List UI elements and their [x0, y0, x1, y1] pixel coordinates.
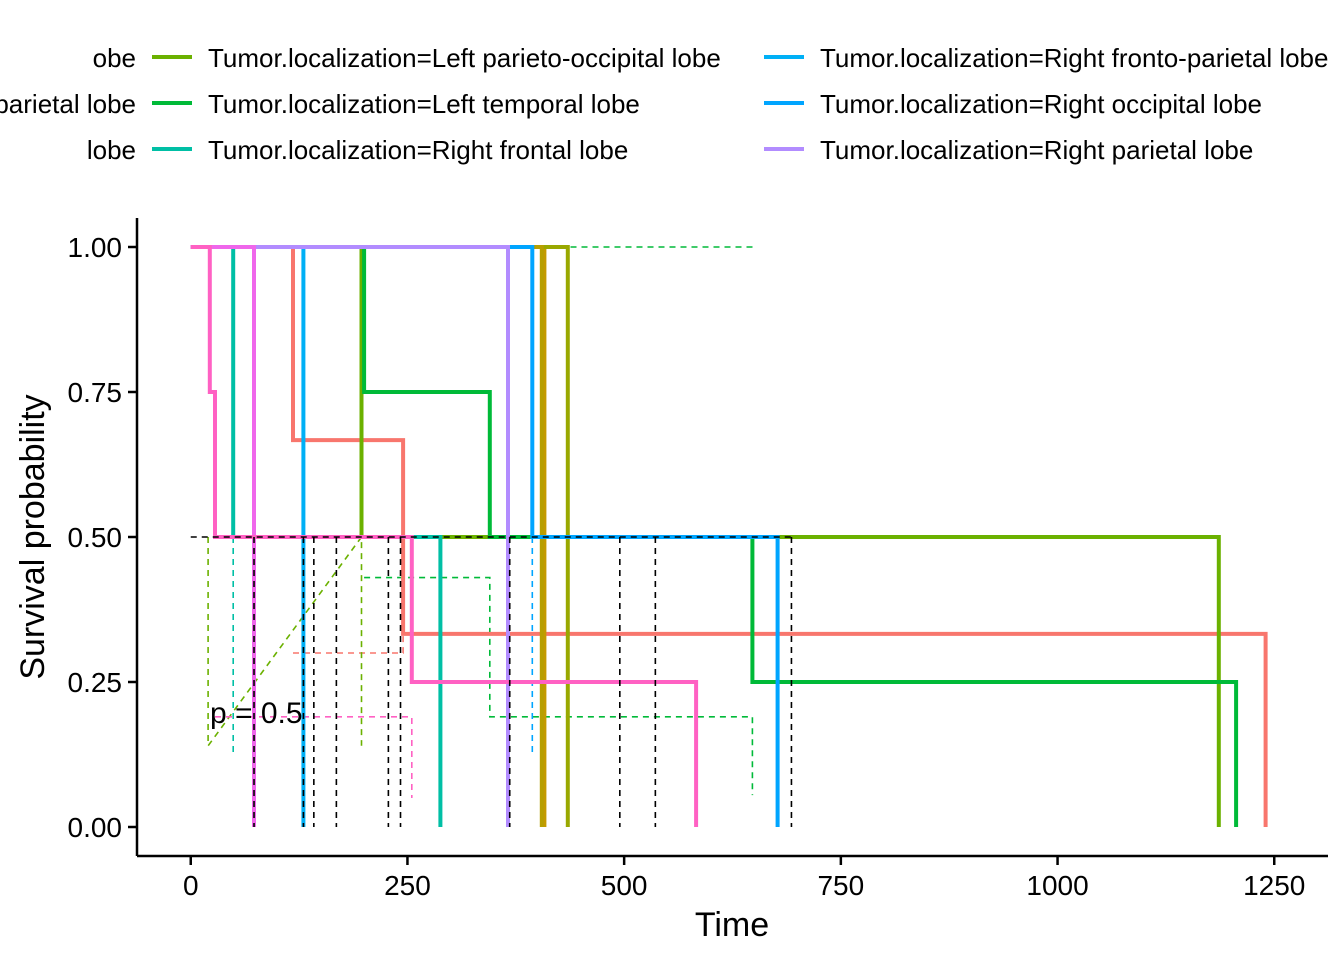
x-tick-label: 500	[601, 870, 648, 901]
legend-label-cut: parietal lobe	[0, 89, 136, 119]
y-axis-title: Survival probability	[14, 394, 52, 679]
ci-line-6	[364, 576, 754, 796]
legend-label: Tumor.localization=Left parieto-occipita…	[208, 43, 721, 73]
ci-line-5	[207, 534, 363, 749]
legend-label: Tumor.localization=Right parietal lobe	[820, 135, 1253, 165]
y-tick-label: 0.25	[68, 667, 123, 698]
survival-curve-10	[190, 245, 510, 827]
plot-area	[190, 245, 1268, 827]
x-axis-title: Time	[695, 906, 769, 944]
legend-label: Tumor.localization=Right occipital lobe	[820, 89, 1262, 119]
legend-label: Tumor.localization=Right fronto-parietal…	[820, 43, 1328, 73]
x-tick-label: 1250	[1243, 870, 1305, 901]
legend-label-cut: obe	[93, 43, 136, 73]
x-tick-label: 1000	[1026, 870, 1088, 901]
x-tick-label: 750	[817, 870, 864, 901]
axes: 0 250 500 750 1000 1250 0.00 0.25 0.50 0.75 1.00	[68, 218, 1328, 901]
x-tick-label: 0	[183, 870, 199, 901]
legend: obe parietal lobe lobe Tumor.localization=…	[0, 43, 1328, 165]
y-tick-label: 0.00	[68, 812, 123, 843]
legend-label: Tumor.localization=Right frontal lobe	[208, 135, 628, 165]
legend-label-cut: lobe	[87, 135, 136, 165]
legend-label: Tumor.localization=Left temporal lobe	[208, 89, 640, 119]
y-tick-label: 1.00	[68, 232, 123, 263]
y-tick-label: 0.50	[68, 522, 123, 553]
x-tick-label: 250	[384, 870, 431, 901]
p-value-annotation: p = 0.5	[210, 697, 303, 730]
y-tick-label: 0.75	[68, 377, 123, 408]
